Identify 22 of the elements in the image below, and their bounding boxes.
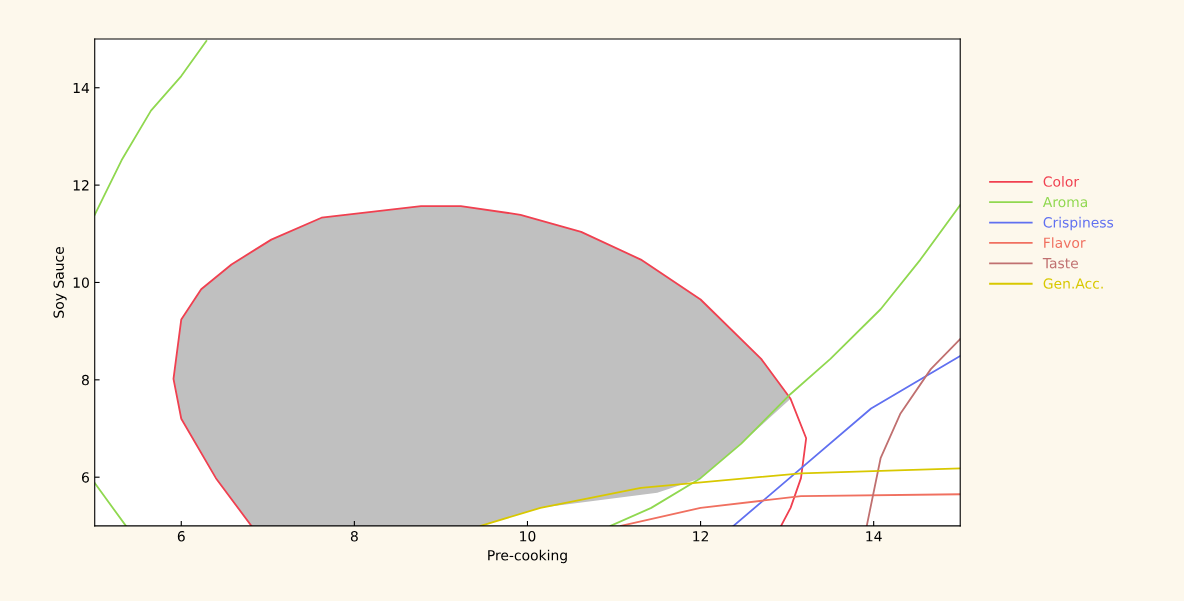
x-tick-label: 6 <box>177 530 185 542</box>
legend-label: Color <box>1043 176 1080 187</box>
y-tick-label: 10 <box>73 277 89 288</box>
legend-label: Aroma <box>1042 196 1087 208</box>
legend-label: Flavor <box>1044 237 1086 249</box>
x-tick-label: 12 <box>693 530 709 542</box>
legend-label: Gen.Acc. <box>1043 278 1103 289</box>
x-tick-label: 10 <box>520 530 536 542</box>
y-axis-title: Soy Sauce <box>53 247 67 318</box>
line-series <box>479 467 961 526</box>
x-axis-title: Pre-cooking <box>488 549 567 564</box>
line-series <box>620 493 961 526</box>
x-tick-label: 8 <box>350 530 358 542</box>
x-tick-label: 14 <box>866 531 882 542</box>
y-tick-label: 12 <box>73 180 89 191</box>
y-tick-label: 6 <box>81 472 89 483</box>
legend-label: Crispiness <box>1043 216 1114 231</box>
y-tick-label: 8 <box>81 374 89 386</box>
legend-label: Taste <box>1042 258 1078 269</box>
line-series <box>732 355 961 526</box>
line-series <box>865 338 961 526</box>
y-tick-label: 14 <box>73 82 90 94</box>
